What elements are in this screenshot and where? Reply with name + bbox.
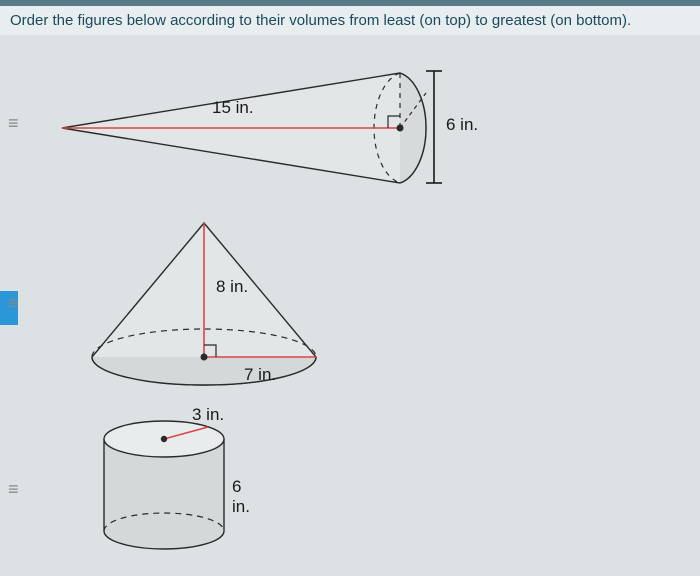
drag-handle-3[interactable]: ≡ (8, 479, 19, 500)
figure-cone-horizontal[interactable]: 15 in. (44, 53, 484, 203)
cone-v-radius-label: 7 in. (244, 365, 276, 385)
figure-cylinder[interactable]: 3 in. 6 in. (84, 411, 264, 571)
cone-h-diameter-label: 6 in. (446, 115, 478, 135)
cone-v-height-label: 8 in. (216, 277, 248, 297)
drag-handle-1[interactable]: ≡ (8, 113, 19, 134)
drag-handle-2[interactable]: ≡ (8, 293, 19, 314)
cylinder-height-label: 6 in. (232, 477, 264, 517)
cone-h-diameter-bracket: 6 in. (424, 63, 494, 193)
question-text: Order the figures below according to the… (0, 6, 700, 35)
cone-h-length-label: 15 in. (212, 98, 254, 118)
cylinder-radius-label: 3 in. (192, 405, 224, 425)
figure-cone-vertical[interactable]: 8 in. 7 in. (74, 213, 344, 401)
figures-content: ≡ 15 in. 6 in. ≡ (0, 35, 700, 565)
